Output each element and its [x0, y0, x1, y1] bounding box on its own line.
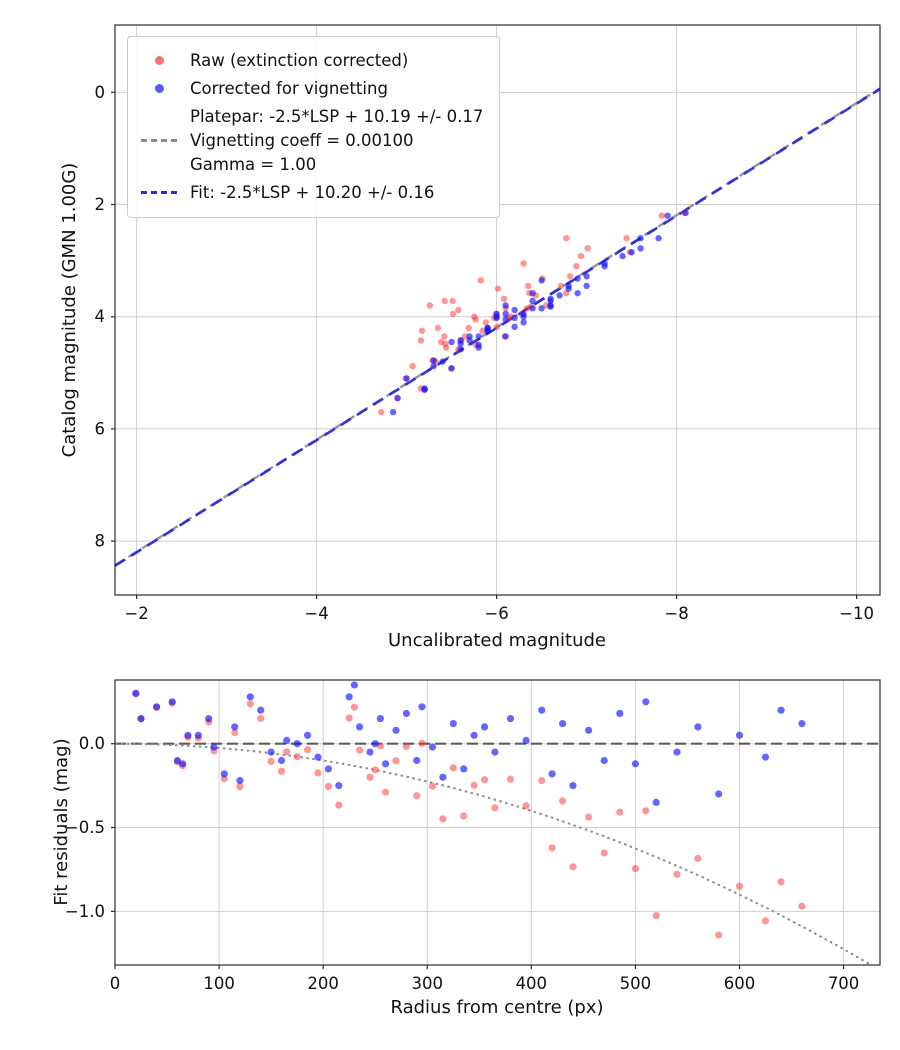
- x-tick-label: 200: [307, 974, 339, 993]
- legend-item-fit: Fit: -2.5*LSP + 10.20 +/- 0.16: [140, 181, 483, 205]
- x-tick-label: −2: [124, 604, 148, 623]
- x-tick-label: 600: [724, 974, 756, 993]
- raw-dot-icon: [154, 56, 164, 66]
- legend-item-platepar: Platepar: -2.5*LSP + 10.19 +/- 0.17 Vign…: [140, 105, 483, 177]
- x-tick-label: 100: [203, 974, 235, 993]
- axes-frame: [114, 24, 881, 596]
- corrected-residual-points: [132, 681, 806, 806]
- legend-label-platepar: Platepar: -2.5*LSP + 10.19 +/- 0.17 Vign…: [190, 106, 484, 174]
- fit-dash-icon: [141, 191, 177, 195]
- x-tick-label: −8: [664, 604, 688, 623]
- y-tick-label: 2: [95, 195, 106, 214]
- x-tick-label: −6: [484, 604, 508, 623]
- x-tick-label: 700: [828, 974, 860, 993]
- x-tick-label: −4: [304, 604, 328, 623]
- y-tick-label: 0: [95, 83, 106, 102]
- y-tick-label: −0.5: [65, 818, 105, 837]
- platepar-dash-icon: [141, 139, 177, 143]
- corrected-dot-icon: [154, 84, 164, 94]
- x-tick-label: 500: [620, 974, 652, 993]
- x-tick-label: 0: [110, 974, 121, 993]
- top-x-axis-label: Uncalibrated magnitude: [387, 630, 606, 651]
- corrected-points: [389, 209, 689, 416]
- legend: Raw (extinction corrected) Corrected for…: [127, 36, 501, 218]
- fit-line: [115, 87, 880, 567]
- legend-item-corrected: Corrected for vignetting: [140, 77, 483, 101]
- x-tick-label: 300: [411, 974, 443, 993]
- vignetting-model-curve: [115, 742, 874, 965]
- y-tick-label: 0.0: [79, 734, 105, 753]
- top-y-axis-label: Catalog magnitude (GMN 1.00G): [59, 162, 80, 458]
- bottom-x-axis-label: Radius from centre (px): [390, 997, 604, 1018]
- y-tick-label: 6: [95, 419, 106, 438]
- legend-label-corrected: Corrected for vignetting: [190, 78, 388, 98]
- legend-label-raw: Raw (extinction corrected): [190, 51, 409, 70]
- y-tick-label: 4: [95, 307, 106, 326]
- legend-label-fit: Fit: -2.5*LSP + 10.20 +/- 0.16: [190, 182, 435, 202]
- x-tick-label: −10: [839, 604, 874, 623]
- bottom-y-axis-label: Fit residuals (mag): [51, 738, 72, 906]
- y-tick-label: −1.0: [65, 902, 105, 921]
- legend-item-raw: Raw (extinction corrected): [140, 49, 483, 73]
- residuals-chart: 0 100 200 300 400 500 600 700 0.0 −0.5 −1.0: [65, 679, 881, 993]
- y-tick-label: 8: [95, 532, 106, 551]
- axes-frame: [114, 679, 881, 966]
- x-tick-label: 400: [516, 974, 548, 993]
